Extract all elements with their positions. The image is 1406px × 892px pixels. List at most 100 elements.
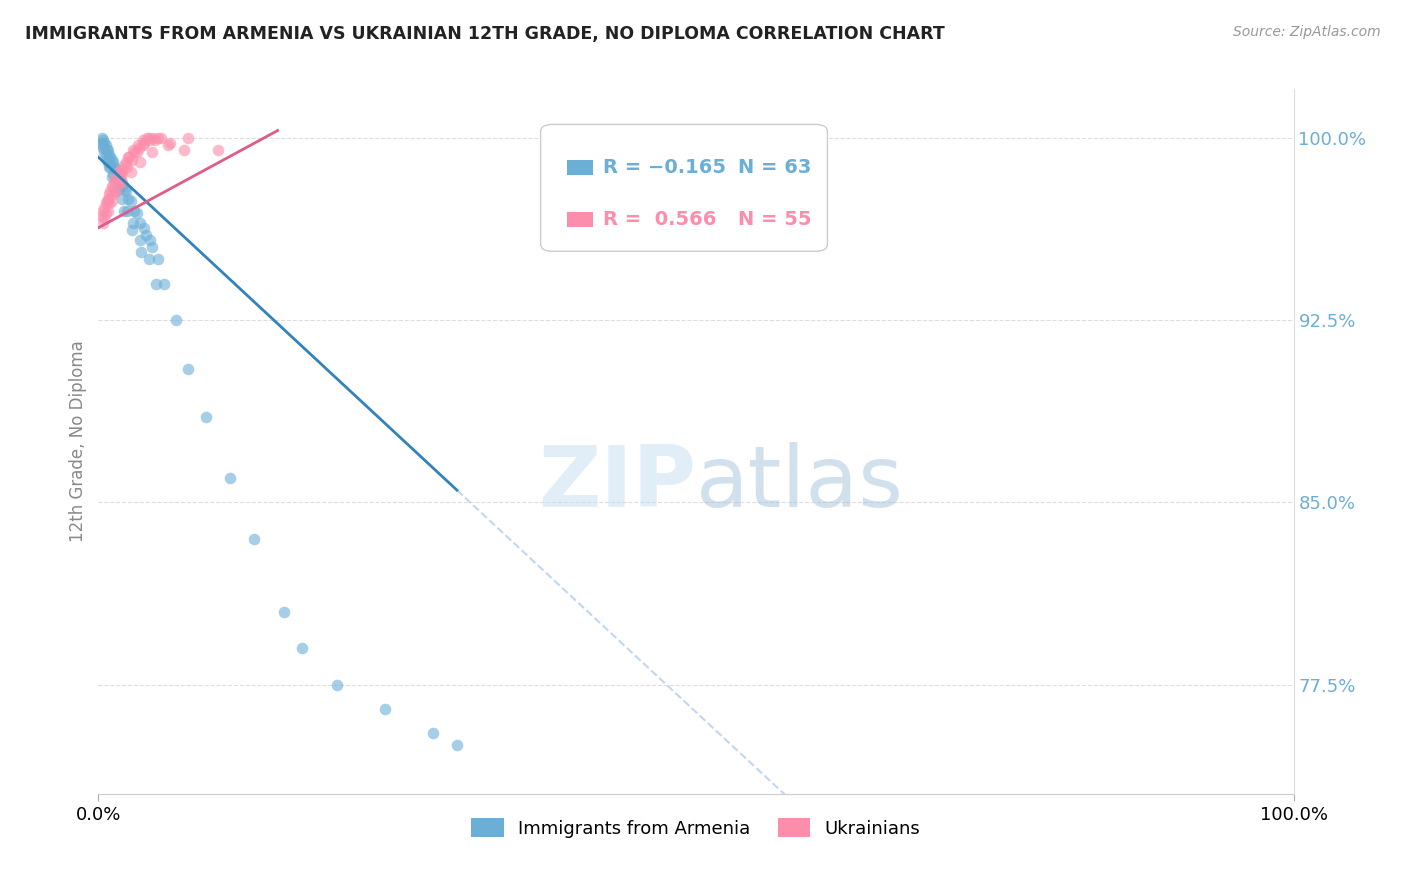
Point (131, 138, 153, 153)
Point (125, 206, 148, 220)
Text: IMMIGRANTS FROM ARMENIA VS UKRAINIAN 12TH GRADE, NO DIPLOMA CORRELATION CHART: IMMIGRANTS FROM ARMENIA VS UKRAINIAN 12T… (25, 25, 945, 43)
Point (374, 702, 396, 716)
Point (98, 186, 121, 201)
Point (105, 184, 128, 198)
Point (97, 143, 120, 157)
Text: R =  0.566: R = 0.566 (603, 210, 716, 229)
Point (111, 167, 134, 181)
Legend: Immigrants from Armenia, Ukrainians: Immigrants from Armenia, Ukrainians (464, 811, 928, 845)
Text: Source: ZipAtlas.com: Source: ZipAtlas.com (1233, 25, 1381, 39)
Point (111, 162, 134, 177)
Point (104, 175, 127, 189)
Point (148, 252, 170, 267)
Point (173, 143, 195, 157)
Point (97, 155, 120, 169)
Point (219, 471, 242, 485)
FancyBboxPatch shape (567, 211, 593, 227)
Point (139, 233, 162, 247)
Point (107, 165, 129, 179)
Point (94, 148, 117, 162)
Point (131, 245, 153, 260)
Point (98, 150, 122, 164)
Point (122, 143, 145, 157)
Point (90, 136, 112, 150)
Point (105, 162, 128, 177)
Point (94, 206, 117, 220)
Point (148, 130, 170, 145)
Point (207, 143, 229, 157)
Y-axis label: 12th Grade, No Diploma: 12th Grade, No Diploma (69, 341, 87, 542)
Point (111, 192, 134, 206)
Text: R = −0.165: R = −0.165 (603, 158, 725, 177)
FancyBboxPatch shape (541, 124, 827, 252)
Point (100, 153, 122, 167)
Point (127, 138, 149, 153)
Point (120, 194, 142, 208)
Point (96, 153, 118, 167)
Point (108, 169, 131, 184)
Point (177, 130, 200, 145)
Point (121, 153, 143, 167)
Point (129, 155, 152, 169)
Point (93, 201, 115, 215)
Point (97, 192, 120, 206)
Point (121, 223, 143, 237)
Point (112, 157, 135, 171)
Point (156, 138, 179, 153)
Point (107, 167, 129, 181)
Point (153, 277, 176, 291)
Point (100, 179, 122, 194)
FancyBboxPatch shape (567, 160, 593, 176)
Point (91, 203, 114, 218)
Point (98, 184, 122, 198)
Point (98, 160, 122, 174)
Point (94, 196, 117, 211)
Point (195, 410, 218, 425)
Point (101, 155, 124, 169)
Point (93, 145, 115, 160)
Point (132, 136, 155, 150)
Point (273, 605, 295, 619)
Point (114, 182, 136, 196)
Point (104, 172, 127, 186)
Point (115, 184, 138, 198)
Point (94, 138, 117, 153)
Text: ZIP: ZIP (538, 442, 696, 525)
Point (101, 179, 124, 194)
Point (115, 203, 138, 218)
Point (128, 140, 150, 154)
Point (132, 220, 155, 235)
Point (98, 148, 121, 162)
Point (111, 179, 134, 194)
Point (177, 361, 200, 376)
Point (98, 196, 121, 211)
Point (103, 160, 125, 174)
Point (105, 184, 128, 198)
Point (93, 136, 115, 150)
Point (100, 169, 122, 184)
Point (111, 175, 134, 189)
Point (112, 203, 135, 218)
Point (120, 165, 142, 179)
Point (91, 130, 114, 145)
Point (96, 143, 118, 157)
Point (291, 641, 314, 656)
Point (122, 216, 145, 230)
Point (141, 240, 163, 254)
Point (91, 209, 114, 223)
Point (446, 739, 468, 753)
Text: atlas: atlas (696, 442, 904, 525)
Point (117, 192, 139, 206)
Point (98, 160, 121, 174)
Point (326, 677, 349, 691)
Point (422, 726, 444, 740)
Point (124, 145, 146, 160)
Point (138, 252, 160, 267)
Point (107, 182, 129, 196)
Point (96, 194, 118, 208)
Point (143, 133, 166, 147)
Point (125, 145, 148, 160)
Point (139, 133, 162, 147)
Point (135, 227, 157, 242)
Point (91, 133, 114, 147)
